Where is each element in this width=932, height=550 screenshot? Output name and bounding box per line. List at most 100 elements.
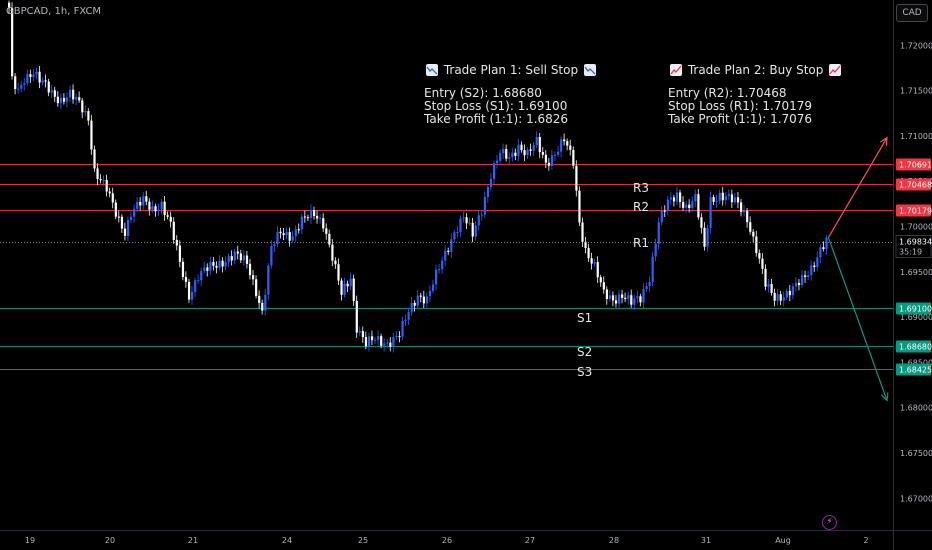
candle-body	[303, 216, 307, 218]
candle-body	[29, 74, 32, 78]
candle-body	[471, 222, 474, 237]
candle-body	[605, 289, 608, 300]
candle-body	[44, 80, 47, 82]
y-tick-label: 1.70000	[900, 222, 932, 231]
y-tick-label: 1.69000	[900, 313, 932, 322]
candle-body	[743, 210, 746, 213]
candle-body	[163, 201, 166, 216]
candle-body	[804, 275, 807, 277]
candle-body	[724, 196, 727, 201]
candle-body	[447, 250, 450, 252]
candle-body	[544, 154, 547, 163]
candle-body	[136, 201, 139, 209]
candle-body	[791, 286, 795, 296]
candle-body	[17, 88, 20, 90]
candle-body	[62, 98, 66, 102]
candle-body	[218, 260, 221, 268]
buy-projection-arrow-head	[880, 136, 888, 146]
candle-body	[740, 202, 743, 213]
candle-body	[557, 151, 560, 155]
currency-button[interactable]: CAD	[896, 4, 928, 22]
candle-body	[611, 295, 615, 301]
candle-body	[294, 229, 297, 237]
y-tick-label: 1.72000	[900, 41, 932, 50]
candle-body	[718, 192, 721, 201]
candle-body	[633, 298, 636, 305]
sell-projection-arrow	[827, 237, 888, 401]
candle-body	[746, 210, 749, 223]
candle-body	[566, 141, 569, 146]
candle-body	[334, 260, 337, 265]
candle-body	[703, 227, 706, 247]
y-tick-label: 1.69500	[900, 268, 932, 277]
candle-body	[224, 262, 227, 267]
candle-body	[56, 96, 59, 104]
candle-body	[142, 196, 145, 206]
candle-body	[572, 149, 575, 166]
current-price-text: 1.69834	[899, 238, 932, 247]
candle-body	[194, 280, 197, 292]
trade-plan-2-entry: Entry (R2): 1.70468	[668, 86, 787, 100]
candle-body	[331, 244, 334, 261]
candle-body	[407, 312, 410, 320]
candle-body	[309, 210, 313, 219]
candle-body	[242, 255, 246, 261]
candle-body	[32, 74, 35, 78]
candle-body	[709, 197, 712, 228]
candle-body	[361, 331, 364, 337]
candle-body	[276, 231, 279, 245]
trade-plan-2-stop-loss: Stop Loss (R1): 1.70179	[668, 99, 813, 113]
level-label-s3: S3	[577, 365, 593, 379]
candle-body	[672, 197, 676, 202]
lightning-icon[interactable]: ⚡	[822, 515, 837, 530]
candle-body	[441, 260, 444, 270]
candle-body	[569, 145, 572, 150]
candle-body	[47, 81, 50, 93]
candle-body	[520, 144, 523, 151]
candle-body	[197, 280, 200, 282]
candle-body	[666, 199, 669, 212]
level-label-r1: R1	[633, 236, 649, 250]
candle-body	[191, 291, 194, 300]
candle-body	[779, 294, 782, 301]
candle-body	[364, 336, 368, 347]
candle-body	[172, 221, 175, 240]
candle-body	[252, 275, 255, 280]
candle-body	[529, 149, 532, 151]
candle-body	[377, 336, 380, 340]
candle-body	[148, 201, 151, 210]
candle-body	[712, 197, 715, 202]
price-tag-text-r2: 1.70468	[899, 181, 932, 190]
candle-body	[685, 204, 688, 208]
candle-body	[801, 275, 804, 286]
x-tick-label: 2	[863, 536, 868, 545]
candle-body	[50, 90, 53, 93]
candle-body	[75, 97, 78, 100]
candle-body	[721, 192, 724, 201]
candle-body	[413, 302, 416, 306]
candle-body	[130, 216, 133, 220]
candle-body	[87, 111, 90, 121]
candle-body	[389, 342, 392, 347]
candle-body	[374, 339, 377, 341]
symbol-title[interactable]: GBPCAD, 1h, FXCM	[6, 6, 102, 17]
candle-body	[651, 256, 654, 282]
y-tick-label: 1.68500	[900, 358, 932, 367]
candle-body	[99, 178, 102, 181]
trade-plan-2-title: Trade Plan 2: Buy Stop	[687, 63, 824, 77]
candle-body	[761, 258, 764, 269]
trade-plan-2-take-profit: Take Profit (1:1): 1.7076	[668, 112, 813, 126]
candle-body	[282, 233, 285, 236]
chart-increasing-icon	[670, 64, 682, 76]
candle-body	[691, 201, 694, 208]
candle-body	[727, 194, 730, 197]
candle-body	[752, 231, 755, 237]
candle-body	[505, 149, 508, 159]
candle-body	[679, 192, 682, 202]
candle-body	[316, 215, 319, 219]
candle-body	[438, 269, 441, 271]
candle-body	[715, 200, 718, 202]
candle-body	[108, 191, 111, 194]
candle-body	[200, 270, 203, 281]
